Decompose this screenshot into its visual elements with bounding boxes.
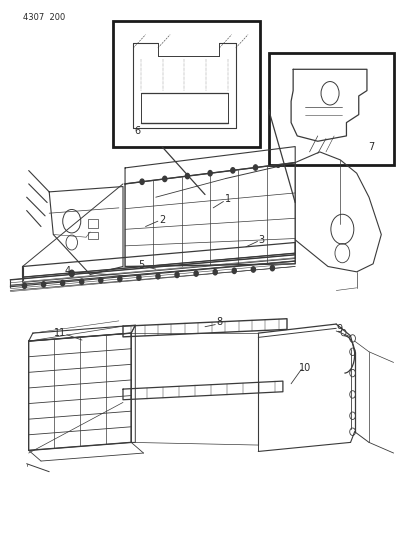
Text: 6: 6 (134, 126, 140, 135)
Bar (268, 53, 393, 165)
Circle shape (207, 171, 212, 176)
Text: 11: 11 (54, 328, 66, 338)
Circle shape (155, 273, 160, 279)
Text: 10: 10 (299, 363, 311, 373)
Text: 5: 5 (138, 261, 144, 270)
Text: 8: 8 (216, 318, 222, 327)
Circle shape (137, 275, 141, 280)
Circle shape (230, 168, 234, 173)
Text: 4307  200: 4307 200 (22, 13, 65, 22)
Circle shape (276, 162, 280, 167)
Text: 2: 2 (158, 215, 165, 224)
Circle shape (213, 270, 217, 275)
Circle shape (193, 271, 198, 276)
Text: 1: 1 (224, 195, 230, 204)
Circle shape (117, 276, 121, 281)
Circle shape (22, 283, 27, 288)
Bar (88, 219, 98, 228)
Circle shape (231, 268, 236, 273)
Circle shape (253, 165, 257, 170)
Circle shape (270, 265, 274, 271)
Circle shape (185, 173, 189, 179)
Circle shape (162, 176, 166, 182)
Text: 3: 3 (258, 235, 264, 245)
Circle shape (251, 267, 255, 272)
Text: 7: 7 (367, 142, 373, 151)
Circle shape (41, 282, 45, 287)
Bar (88, 232, 98, 239)
Circle shape (61, 280, 65, 286)
Circle shape (69, 270, 74, 277)
Circle shape (99, 278, 103, 283)
Text: 4: 4 (65, 266, 70, 276)
Bar (112, 21, 260, 147)
Text: 9: 9 (336, 324, 342, 334)
Circle shape (139, 179, 144, 184)
Circle shape (79, 279, 83, 284)
Circle shape (175, 272, 179, 278)
